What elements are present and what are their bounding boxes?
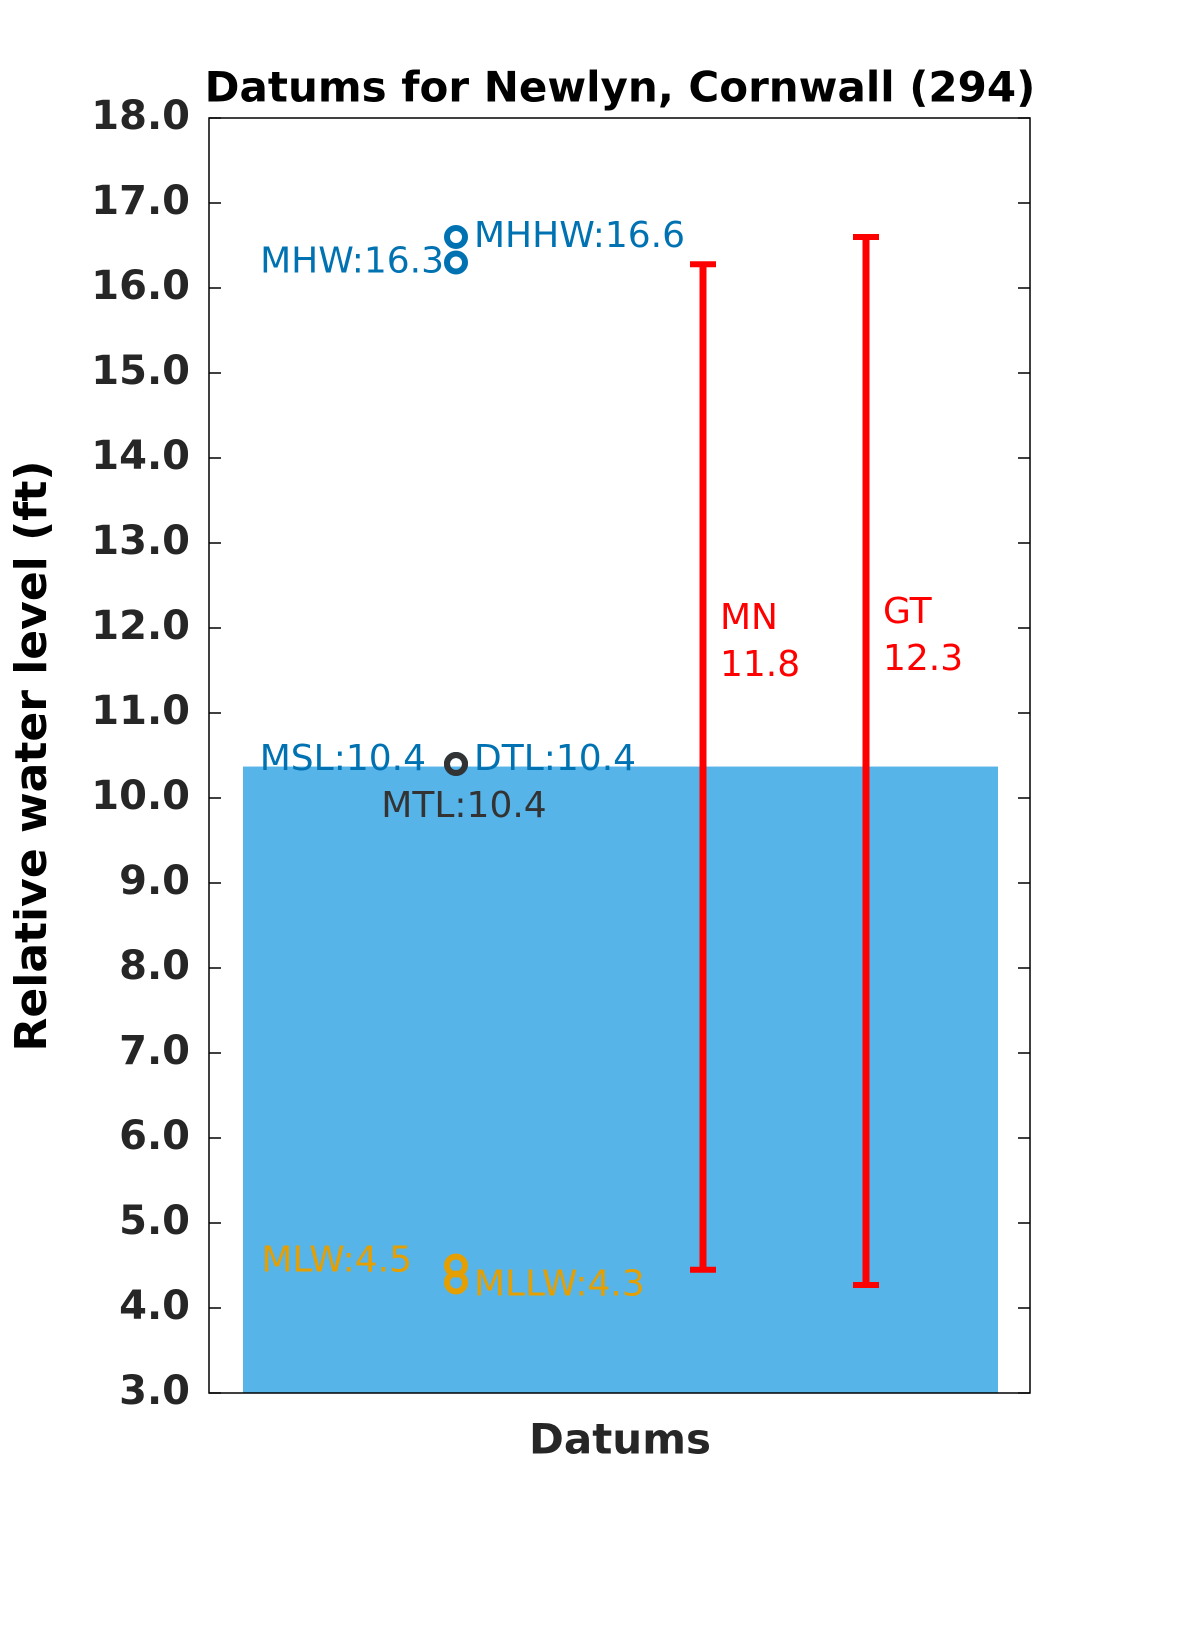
y-tick-label: 13.0 bbox=[91, 518, 190, 564]
datum-label: MHW:16.3 bbox=[260, 241, 444, 282]
datum-label: MHHW:16.6 bbox=[474, 215, 685, 256]
range-value: 12.3 bbox=[883, 638, 963, 679]
y-tick-label: 16.0 bbox=[91, 263, 190, 309]
y-tick-label: 14.0 bbox=[91, 433, 190, 479]
datum-label: MSL:10.4 bbox=[260, 738, 426, 779]
range-name: GT bbox=[883, 591, 933, 632]
range-value: 11.8 bbox=[720, 644, 800, 685]
y-tick-label: 5.0 bbox=[119, 1198, 190, 1244]
datum-point bbox=[444, 250, 468, 275]
y-tick-label: 15.0 bbox=[91, 348, 190, 394]
chart-title: Datums for Newlyn, Cornwall (294) bbox=[205, 63, 1036, 112]
y-tick-label: 3.0 bbox=[119, 1368, 190, 1414]
datum-label: MLLW:4.3 bbox=[474, 1264, 645, 1305]
y-tick-label: 6.0 bbox=[119, 1113, 190, 1159]
y-tick-label: 12.0 bbox=[91, 603, 190, 649]
plot-frame bbox=[208, 117, 1031, 1394]
datum-label: MLW:4.5 bbox=[261, 1240, 412, 1281]
y-tick-label: 17.0 bbox=[91, 178, 190, 224]
y-tick-label: 8.0 bbox=[119, 943, 190, 989]
y-tick-label: 18.0 bbox=[91, 93, 190, 139]
y-tick-label: 7.0 bbox=[119, 1028, 190, 1074]
y-tick-label: 10.0 bbox=[91, 773, 190, 819]
datum-label: MTL:10.4 bbox=[381, 785, 546, 826]
datum-point bbox=[444, 752, 468, 776]
y-tick-label: 4.0 bbox=[119, 1283, 190, 1329]
x-axis-label: Datums bbox=[529, 1415, 711, 1464]
datum-point bbox=[444, 1270, 468, 1295]
datum-point bbox=[444, 225, 468, 249]
y-axis-label: Relative water level (ft) bbox=[6, 461, 57, 1052]
range-name: MN bbox=[720, 597, 778, 638]
datum-label: DTL:10.4 bbox=[474, 738, 636, 779]
bar bbox=[243, 766, 998, 1393]
y-tick-label: 9.0 bbox=[119, 858, 190, 904]
y-tick-label: 11.0 bbox=[91, 688, 190, 734]
